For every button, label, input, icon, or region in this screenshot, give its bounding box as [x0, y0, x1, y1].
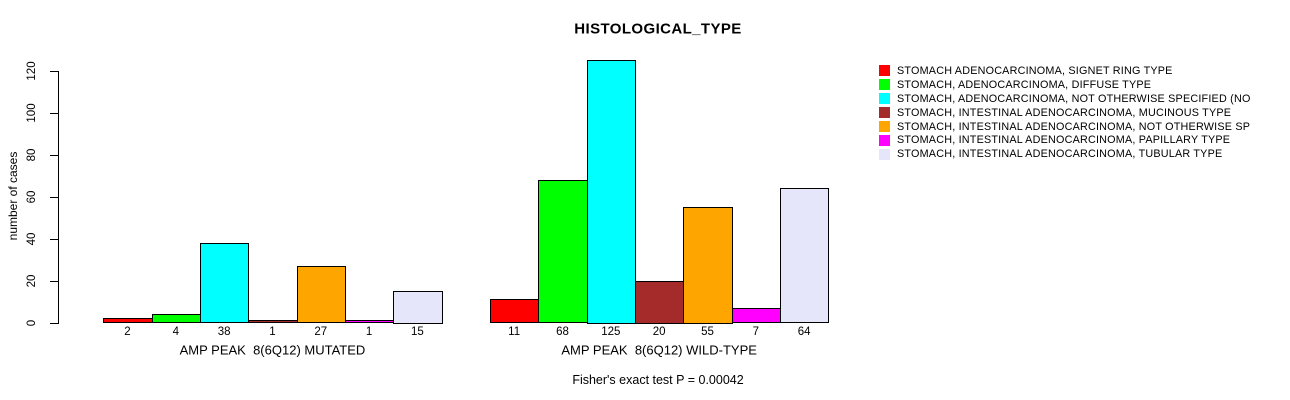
bar-count-label: 1	[365, 325, 373, 338]
bar-count-label: 20	[652, 325, 666, 338]
bar-count-label: 125	[601, 325, 621, 338]
legend-swatch-icon	[879, 148, 890, 160]
y-axis-tick-label: 120	[26, 60, 38, 81]
bar	[199, 242, 250, 324]
bar-count-label: 15	[411, 325, 424, 338]
fisher-test-annotation: Fisher's exact test P = 0.00042	[572, 373, 744, 387]
y-axis-tick-label: 0	[26, 319, 38, 326]
bar	[731, 307, 781, 324]
legend-label: STOMACH, ADENOCARCINOMA, DIFFUSE TYPE	[897, 78, 1152, 91]
bar-count-label: 38	[217, 325, 231, 338]
legend-label: STOMACH ADENOCARCINOMA, SIGNET RING TYPE	[897, 64, 1173, 77]
bar-count-label: 64	[797, 325, 811, 338]
bar	[586, 60, 636, 324]
bar-count-label: 68	[556, 325, 569, 338]
bar	[248, 320, 298, 324]
legend-label: STOMACH, ADENOCARCINOMA, NOT OTHERWISE S…	[897, 92, 1251, 105]
legend-item: STOMACH, INTESTINAL ADENOCARCINOMA, TUBU…	[879, 147, 1251, 161]
y-axis-tick-label: 40	[26, 232, 38, 245]
group-axis-label: AMP PEAK 8(6Q12) WILD-TYPE	[561, 342, 757, 358]
chart-title: HISTOLOGICAL_TYPE	[574, 20, 742, 38]
bar	[151, 314, 201, 324]
legend-item: STOMACH, INTESTINAL ADENOCARCINOMA, MUCI…	[879, 106, 1251, 120]
y-axis-tick-label: 80	[26, 148, 38, 161]
y-axis-label: number of cases	[6, 151, 20, 241]
legend-item: STOMACH, INTESTINAL ADENOCARCINOMA, PAPI…	[879, 133, 1251, 147]
bar	[538, 179, 588, 324]
bar	[296, 265, 346, 324]
bar-count-label: 1	[269, 325, 276, 338]
bar-count-label: 55	[701, 325, 714, 338]
y-axis-tick-label: 20	[26, 274, 38, 287]
legend-swatch-icon	[879, 121, 890, 132]
y-axis-tick	[50, 154, 58, 156]
legend-swatch-icon	[879, 93, 890, 105]
legend-label: STOMACH, INTESTINAL ADENOCARCINOMA, PAPI…	[897, 134, 1231, 147]
y-axis-tick	[50, 196, 58, 198]
bar-count-label: 7	[752, 325, 760, 338]
bar	[634, 280, 685, 324]
y-axis-line	[58, 70, 59, 324]
legend-swatch-icon	[879, 79, 890, 91]
y-axis-tick	[50, 280, 58, 282]
legend-swatch-icon	[879, 65, 890, 77]
y-axis-tick	[50, 112, 58, 114]
bar	[393, 291, 443, 324]
y-axis-tick-label: 60	[26, 190, 38, 203]
y-axis-tick	[50, 238, 58, 240]
group-axis-label: AMP PEAK 8(6Q12) MUTATED	[179, 342, 366, 358]
bar-count-label: 11	[508, 325, 521, 338]
legend-label: STOMACH, INTESTINAL ADENOCARCINOMA, NOT …	[897, 120, 1251, 133]
legend-item: STOMACH ADENOCARCINOMA, SIGNET RING TYPE	[879, 64, 1251, 78]
bar	[683, 207, 733, 324]
legend-label: STOMACH, INTESTINAL ADENOCARCINOMA, MUCI…	[897, 106, 1232, 119]
legend-item: STOMACH, ADENOCARCINOMA, DIFFUSE TYPE	[879, 78, 1251, 92]
legend-item: STOMACH, ADENOCARCINOMA, NOT OTHERWISE S…	[879, 92, 1251, 106]
legend-label: STOMACH, INTESTINAL ADENOCARCINOMA, TUBU…	[897, 148, 1223, 161]
y-axis-tick	[50, 70, 58, 72]
bar-count-label: 27	[314, 325, 328, 338]
legend: STOMACH ADENOCARCINOMA, SIGNET RING TYPE…	[879, 64, 1251, 161]
bar	[779, 188, 830, 324]
bar	[490, 299, 540, 324]
bar	[344, 320, 395, 324]
bar-count-label: 4	[172, 325, 179, 338]
legend-swatch-icon	[879, 134, 890, 146]
y-axis-tick	[50, 322, 58, 324]
bar-count-label: 2	[124, 325, 131, 338]
legend-swatch-icon	[879, 107, 890, 119]
bar	[103, 318, 153, 324]
legend-item: STOMACH, INTESTINAL ADENOCARCINOMA, NOT …	[879, 120, 1251, 134]
y-axis-tick-label: 100	[26, 102, 38, 123]
